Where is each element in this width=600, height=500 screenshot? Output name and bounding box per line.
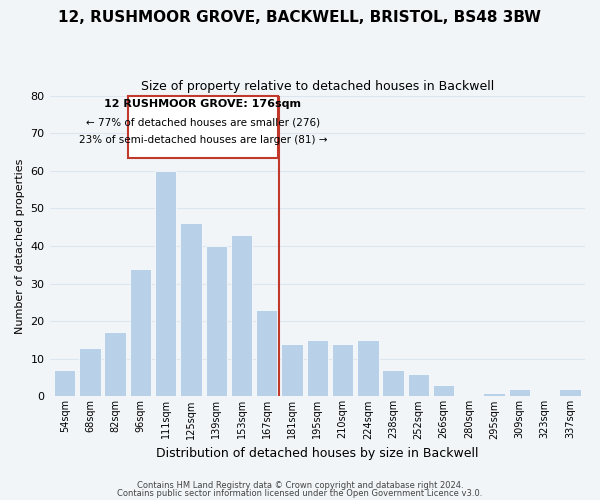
Bar: [155, 171, 176, 396]
Text: 23% of semi-detached houses are larger (81) →: 23% of semi-detached houses are larger (…: [79, 135, 327, 145]
Bar: [281, 344, 303, 396]
Bar: [206, 246, 227, 396]
Text: 12, RUSHMOOR GROVE, BACKWELL, BRISTOL, BS48 3BW: 12, RUSHMOOR GROVE, BACKWELL, BRISTOL, B…: [59, 10, 542, 25]
Text: ← 77% of detached houses are smaller (276): ← 77% of detached houses are smaller (27…: [86, 117, 320, 127]
Bar: [79, 348, 101, 397]
X-axis label: Distribution of detached houses by size in Backwell: Distribution of detached houses by size …: [156, 447, 479, 460]
Bar: [307, 340, 328, 396]
Y-axis label: Number of detached properties: Number of detached properties: [15, 158, 25, 334]
Bar: [382, 370, 404, 396]
Bar: [407, 374, 429, 396]
Title: Size of property relative to detached houses in Backwell: Size of property relative to detached ho…: [140, 80, 494, 93]
Bar: [231, 234, 252, 396]
Text: Contains public sector information licensed under the Open Government Licence v3: Contains public sector information licen…: [118, 488, 482, 498]
Bar: [357, 340, 379, 396]
Text: 12 RUSHMOOR GROVE: 176sqm: 12 RUSHMOOR GROVE: 176sqm: [104, 100, 301, 110]
Bar: [130, 268, 151, 396]
Bar: [256, 310, 277, 396]
Bar: [433, 385, 454, 396]
Bar: [509, 389, 530, 396]
FancyBboxPatch shape: [128, 96, 278, 158]
Text: Contains HM Land Registry data © Crown copyright and database right 2024.: Contains HM Land Registry data © Crown c…: [137, 481, 463, 490]
Bar: [54, 370, 76, 396]
Bar: [559, 389, 581, 396]
Bar: [484, 392, 505, 396]
Bar: [332, 344, 353, 396]
Bar: [180, 224, 202, 396]
Bar: [104, 332, 126, 396]
